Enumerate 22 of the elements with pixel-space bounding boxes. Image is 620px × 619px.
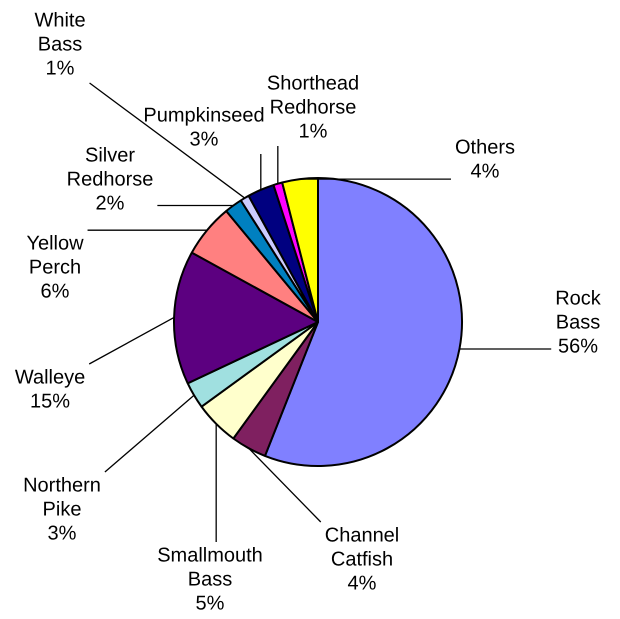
slice-label: Others — [454, 136, 516, 159]
data-label: 56% — [558, 336, 598, 358]
slice-label: Yellow Perch — [26, 232, 84, 279]
data-label: 6% — [40, 280, 70, 303]
slice-label: Smallmouth Bass — [157, 544, 263, 591]
data-label: 4% — [348, 572, 377, 595]
slice-label: Walleye — [14, 366, 86, 389]
slice-label: Rock Bass — [555, 288, 602, 334]
slice-label: Channel Catfish — [324, 524, 400, 571]
data-label: 3% — [190, 128, 219, 151]
slice-label: White Bass — [34, 10, 86, 56]
data-label: 1% — [46, 58, 75, 80]
data-label: 4% — [470, 160, 500, 183]
slice-label: Shorthead Redhorse — [266, 72, 360, 119]
slice-label: Silver Redhorse — [66, 144, 154, 191]
data-label: 1% — [298, 120, 328, 143]
slice-label: Pumpkinseed — [143, 104, 265, 127]
slice-label: Northern Pike — [23, 474, 101, 521]
data-label: 3% — [48, 522, 77, 545]
data-label: 5% — [196, 592, 225, 615]
data-label: 2% — [96, 192, 125, 215]
data-label: 15% — [30, 390, 70, 413]
